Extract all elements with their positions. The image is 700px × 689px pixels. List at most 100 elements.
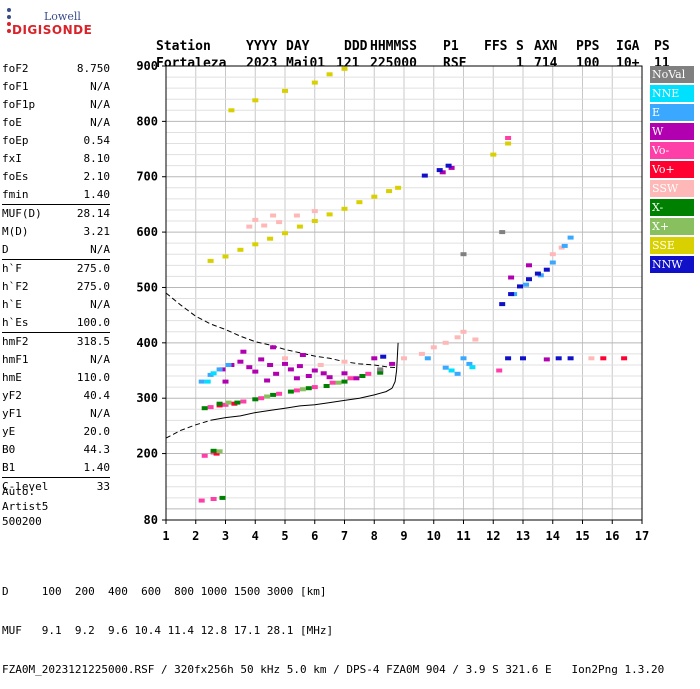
- param-value: 20.0: [83, 425, 111, 438]
- data-point: [430, 345, 437, 350]
- data-point: [377, 367, 384, 372]
- data-point: [371, 194, 378, 199]
- data-point: [240, 349, 247, 354]
- header-label: PS: [654, 39, 670, 54]
- data-point: [323, 384, 330, 388]
- data-point: [252, 397, 259, 402]
- profile-curve-1: [165, 419, 211, 439]
- series-sse: [207, 66, 512, 263]
- param-row: fmin 1.40: [2, 186, 110, 204]
- data-point: [341, 359, 348, 364]
- data-point: [377, 370, 384, 375]
- x-tick-label: 9: [400, 529, 407, 543]
- data-point: [508, 275, 515, 280]
- data-point: [386, 189, 393, 194]
- param-row: MUF(D) 28.14: [2, 205, 110, 223]
- param-row: h`E N/A: [2, 296, 110, 314]
- legend-item-w: W: [650, 123, 694, 140]
- data-point: [371, 356, 378, 361]
- data-point: [341, 371, 348, 376]
- data-point: [380, 354, 387, 359]
- param-value: 275.0: [76, 262, 110, 275]
- param-name: C-level: [2, 480, 49, 493]
- data-point: [213, 451, 220, 456]
- data-point: [588, 356, 595, 361]
- data-point: [326, 375, 333, 380]
- y-tick-label: 500: [136, 280, 158, 294]
- data-point: [201, 453, 208, 458]
- data-point: [356, 200, 363, 205]
- legend-item-nnw: NNW: [650, 256, 694, 273]
- x-tick-label: 6: [311, 529, 318, 543]
- series-noval: [377, 230, 506, 372]
- footer-file-info: FZA0M_2023121225000.RSF / 320fx256h 50 k…: [2, 663, 665, 676]
- param-row: foF2 8.750: [2, 60, 110, 78]
- autoscaling-info: Auto: Artist5 500200: [2, 484, 48, 529]
- data-point: [207, 258, 214, 263]
- data-point: [267, 236, 274, 241]
- data-point: [472, 337, 479, 342]
- param-value: 44.3: [83, 443, 111, 456]
- data-point: [543, 267, 550, 272]
- param-row: hmF2 318.5: [2, 333, 110, 351]
- param-value: 28.14: [76, 207, 110, 220]
- legend: NoVal NNE E W Vo- Vo+ SSW X- X+ SSE NNW: [650, 66, 694, 275]
- param-value: N/A: [90, 243, 110, 256]
- data-point: [282, 231, 288, 236]
- data-point: [353, 376, 360, 381]
- series-nne: [204, 365, 476, 384]
- param-value: 0.54: [83, 134, 111, 147]
- data-point: [264, 394, 271, 399]
- param-row: M(D) 3.21: [2, 223, 110, 241]
- param-value: 1.40: [83, 188, 111, 201]
- data-point: [389, 361, 396, 366]
- data-point: [567, 235, 574, 240]
- param-row: foE N/A: [2, 114, 110, 132]
- legend-item-ssw: SSW: [650, 180, 694, 197]
- data-point: [293, 376, 300, 381]
- data-point: [204, 379, 211, 384]
- data-point: [448, 165, 455, 170]
- param-value: N/A: [90, 407, 110, 420]
- data-point: [445, 163, 452, 168]
- header-label: AXN: [534, 39, 558, 54]
- data-point: [320, 371, 327, 376]
- param-name: yF1: [2, 407, 22, 420]
- data-point: [216, 449, 223, 454]
- y-tick-label: 200: [136, 447, 158, 461]
- data-point: [543, 357, 550, 362]
- legend-item-sse: SSE: [650, 237, 694, 254]
- param-row: h`F 275.0: [2, 260, 110, 278]
- param-value: 8.750: [76, 62, 110, 75]
- data-point: [496, 368, 503, 373]
- data-point: [517, 284, 523, 289]
- data-point: [317, 363, 324, 367]
- param-value: 100.0: [76, 316, 110, 329]
- param-name: foF1: [2, 80, 29, 93]
- param-name: hmE: [2, 371, 22, 384]
- param-row: yF1 N/A: [2, 405, 110, 423]
- header-label: YYYY: [246, 39, 277, 54]
- data-point: [460, 356, 467, 361]
- data-point: [526, 263, 532, 268]
- data-point: [261, 223, 268, 228]
- data-point: [222, 254, 229, 259]
- ionogram-chart: 1 2 3 4 5 6 7 8 9 10 11 12 13 14 15 16 17802003004005006…: [136, 59, 649, 543]
- data-point: [246, 224, 253, 229]
- station-header-table: Station YYYY DAY DDD HHMMSS P1 FFS S AXN PPS IGA PS…: [156, 39, 670, 71]
- lowell-digisonde-logo: Lowell DIGISONDE: [4, 6, 92, 40]
- param-separator: [2, 259, 110, 260]
- data-point: [258, 396, 265, 401]
- data-point: [534, 271, 541, 276]
- data-point: [365, 371, 372, 376]
- legend-item-vo-: Vo+: [650, 161, 694, 178]
- logo-lowell-text: Lowell: [44, 10, 81, 23]
- x-tick-label: 11: [456, 529, 470, 543]
- x-tick-label: 10: [427, 529, 441, 543]
- data-point: [454, 335, 461, 340]
- header-label: P1: [443, 39, 459, 54]
- param-value: 110.0: [76, 371, 110, 384]
- param-row: foEs 2.10: [2, 168, 110, 186]
- data-point: [252, 98, 259, 103]
- footer: D 100 200 400 600 800 1000 1500 3000 [km…: [2, 559, 664, 689]
